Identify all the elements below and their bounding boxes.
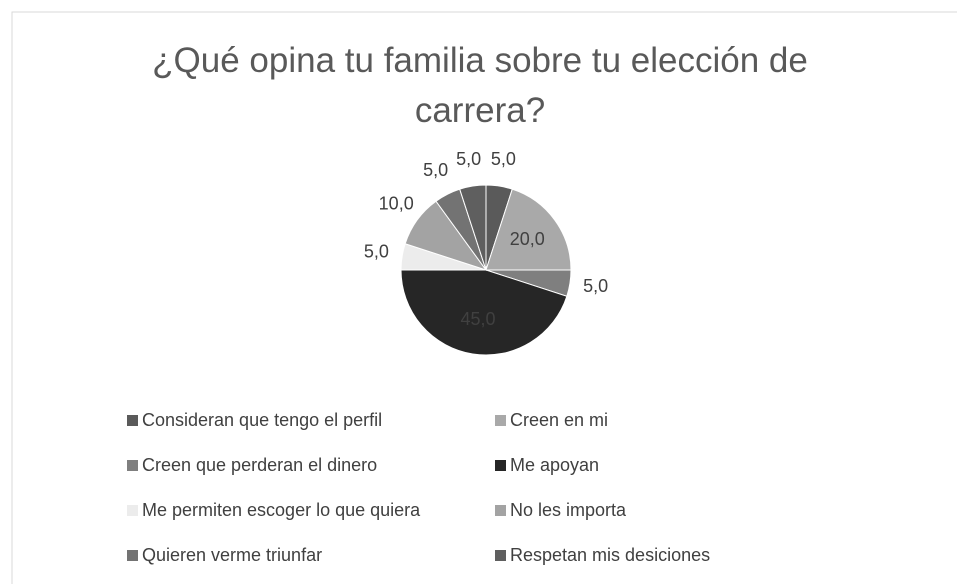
legend-swatch (127, 415, 138, 426)
legend-label: Me apoyan (510, 455, 599, 475)
legend-swatch (495, 460, 506, 471)
data-label: 20,0 (510, 229, 545, 249)
data-label: 5,0 (456, 149, 481, 169)
legend-swatch (127, 505, 138, 516)
data-label: 5,0 (491, 149, 516, 169)
data-label: 10,0 (379, 194, 414, 214)
legend-label: Creen en mi (510, 410, 608, 430)
legend-label: Quieren verme triunfar (142, 545, 322, 565)
data-label: 45,0 (460, 309, 495, 329)
legend-label: Creen que perderan el dinero (142, 455, 377, 475)
legend-swatch (127, 550, 138, 561)
chart-title: ¿Qué opina tu familia sobre tu elección … (152, 41, 808, 130)
data-label: 5,0 (423, 160, 448, 180)
chart-border (11, 11, 957, 584)
data-label: 5,0 (583, 276, 608, 296)
legend-swatch (495, 550, 506, 561)
legend-label: Consideran que tengo el perfil (142, 410, 382, 430)
pie-slice (485, 188, 572, 271)
legend-swatch (127, 460, 138, 471)
legend-label: Respetan mis desiciones (510, 545, 710, 565)
data-label: 5,0 (364, 241, 389, 261)
legend-label: Me permiten escoger lo que quiera (142, 500, 421, 520)
legend-swatch (495, 505, 506, 516)
pie-slice (400, 269, 568, 356)
legend-swatch (495, 415, 506, 426)
legend-label: No les importa (510, 500, 627, 520)
pie-slice (459, 184, 487, 271)
